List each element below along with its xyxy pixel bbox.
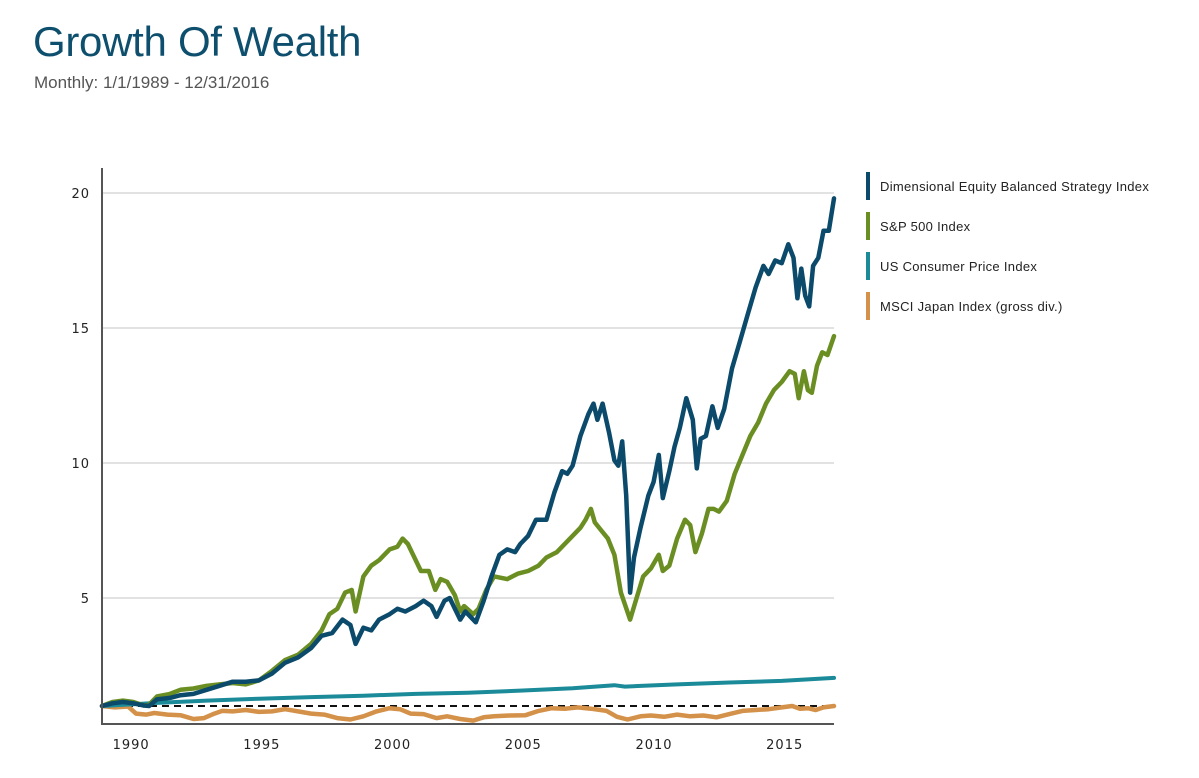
y-tick-label: 5 [81, 592, 90, 607]
legend-label: S&P 500 Index [880, 218, 971, 234]
y-tick-label: 15 [71, 322, 90, 337]
legend-label: Dimensional Equity Balanced Strategy Ind… [880, 178, 1150, 194]
x-tick-label: 2005 [505, 738, 542, 753]
legend-label: MSCI Japan Index (gross div.) [880, 298, 1063, 314]
series-line-sp500 [99, 333, 837, 709]
series-lines [99, 196, 837, 723]
legend-item-sp500[interactable]: S&P 500 Index [866, 212, 1149, 240]
legend-label: US Consumer Price Index [880, 258, 1038, 274]
chart-legend: Dimensional Equity Balanced Strategy Ind… [866, 172, 1149, 332]
legend-item-msci-japan[interactable]: MSCI Japan Index (gross div.) [866, 292, 1149, 320]
y-tick-label: 10 [71, 457, 90, 472]
legend-swatch [866, 292, 870, 320]
x-tick-label: 1990 [113, 738, 150, 753]
x-tick-label: 1995 [243, 738, 280, 753]
y-axis-ticks: 5 10 15 20 [71, 187, 90, 607]
series-line-msci-japan [99, 703, 837, 723]
x-tick-label: 2000 [374, 738, 411, 753]
gridlines [102, 192, 834, 599]
legend-swatch [866, 252, 870, 280]
chart-subtitle: Monthly: 1/1/1989 - 12/31/2016 [34, 73, 270, 92]
legend-swatch [866, 212, 870, 240]
x-axis-ticks: 1990 1995 2000 2005 2010 2015 [113, 738, 803, 753]
y-tick-label: 20 [71, 187, 90, 202]
chart-title: Growth Of Wealth [33, 18, 362, 65]
x-tick-label: 2015 [766, 738, 803, 753]
legend-swatch [866, 172, 870, 200]
legend-item-cpi[interactable]: US Consumer Price Index [866, 252, 1149, 280]
x-tick-label: 2010 [635, 738, 672, 753]
series-line-cpi [100, 675, 836, 708]
series-line-debsi [99, 196, 837, 709]
legend-item-debsi[interactable]: Dimensional Equity Balanced Strategy Ind… [866, 172, 1149, 200]
